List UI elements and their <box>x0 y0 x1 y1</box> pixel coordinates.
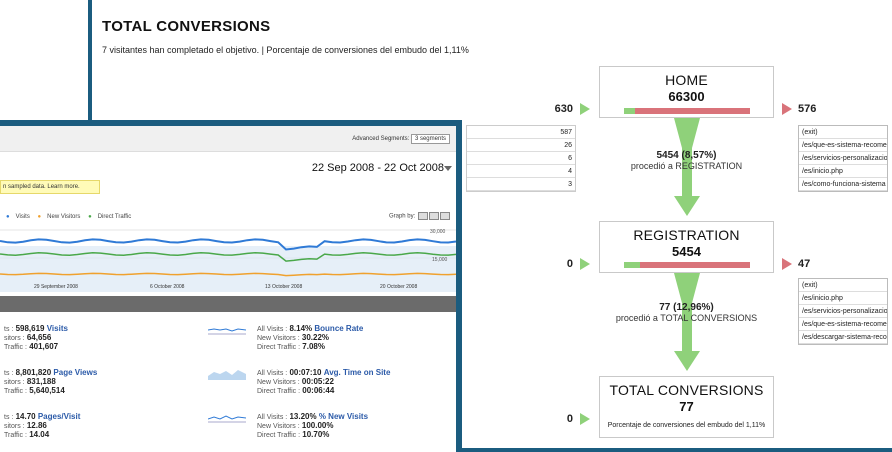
proceeded-text: procedió a REGISTRATION <box>630 161 743 171</box>
entrance-count: 0 <box>566 258 573 270</box>
entrance-arrow-icon <box>580 103 590 115</box>
toolbar: Advanced Segments: 3 segments <box>0 126 456 152</box>
exit-row[interactable]: /es/servicios-personalizacion <box>799 305 887 318</box>
metric-pages-visit: ts : 14.70 Pages/Visit sitors : 12.86 Tr… <box>4 412 81 439</box>
metric-page-views: ts : 8,801,820 Page Views sitors : 831,1… <box>4 368 98 395</box>
analytics-panel: Advanced Segments: 3 segments 22 Sep 200… <box>0 120 462 452</box>
metric-link[interactable]: Pages/Visit <box>37 412 81 421</box>
graph-by-month-button[interactable] <box>440 212 450 220</box>
table-row[interactable]: 26 <box>467 139 575 152</box>
x-tick-label: 20 October 2008 <box>380 284 417 290</box>
entrance-count: 630 <box>554 103 573 115</box>
stage-home[interactable]: HOME 66300 <box>599 66 774 118</box>
sparkline-icon <box>208 415 246 423</box>
y-tick-label: 30,000 <box>430 229 446 235</box>
exit-pages-table: (exit) /es/que-es-sistema-recomendacion … <box>798 125 888 192</box>
table-row[interactable]: 587 <box>467 126 575 139</box>
entrance-sources-table: 587 26 6 4 3 <box>466 125 576 192</box>
legend-marker-icon: ● <box>6 214 10 220</box>
metric-link[interactable]: Avg. Time on Site <box>323 368 391 377</box>
entrance-arrow-icon <box>580 258 590 270</box>
stage-name: TOTAL CONVERSIONS <box>609 382 764 398</box>
graph-by-day-button[interactable] <box>418 212 428 220</box>
exit-row[interactable]: /es/descargar-sistema-recomendacion <box>799 331 887 344</box>
exit-row[interactable]: (exit) <box>799 279 887 292</box>
stage-value: 5454 <box>672 244 701 259</box>
table-row[interactable]: 4 <box>467 165 575 178</box>
legend-item[interactable]: Direct Traffic <box>97 214 132 220</box>
date-range[interactable]: 22 Sep 2008 - 22 Oct 2008 <box>311 162 444 174</box>
x-tick-label: 13 October 2008 <box>265 284 302 290</box>
exit-row[interactable]: /es/como-funciona-sistema <box>799 178 887 191</box>
graph-by-label: Graph by: <box>388 213 416 220</box>
proceeded-value: 5454 (8,57%) <box>656 150 717 161</box>
segments-select[interactable]: 3 segments <box>410 134 450 144</box>
exit-row[interactable]: /es/inicio.php <box>799 292 887 305</box>
y-tick-label: 15,000 <box>432 257 448 263</box>
exit-count: 576 <box>798 103 817 115</box>
entrance-arrow-icon <box>580 413 590 425</box>
legend-marker-icon: ● <box>88 214 92 220</box>
graph-by: Graph by: <box>389 212 450 220</box>
advanced-segments[interactable]: Advanced Segments: 3 segments <box>352 134 450 144</box>
stage-value: 66300 <box>668 89 705 104</box>
sparkline-icon <box>208 328 246 335</box>
exit-row[interactable]: /es/servicios-personalizacion <box>799 152 887 165</box>
proceeded-2: 77 (12,96%) procedió a TOTAL CONVERSIONS <box>599 302 774 323</box>
flow-down-arrow-icon <box>674 118 700 216</box>
stage-value: 77 <box>679 399 694 414</box>
stage-bar <box>624 262 750 268</box>
advanced-segments-label: Advanced Segments: <box>352 136 410 142</box>
metric-link[interactable]: Bounce Rate <box>314 324 364 333</box>
exit-arrow-icon <box>782 103 792 115</box>
new-visitors-series-line <box>0 272 456 277</box>
metric-link[interactable]: % New Visits <box>318 412 369 421</box>
graph-by-week-button[interactable] <box>429 212 439 220</box>
entrance-count: 0 <box>566 413 573 425</box>
proceeded-value: 77 (12,96%) <box>659 302 714 313</box>
funnel-title: TOTAL CONVERSIONS <box>102 18 271 35</box>
direct-traffic-series-line <box>0 252 456 262</box>
visits-line-chart[interactable]: 30,000 15,000 29 September 2008 6 Octobe… <box>0 222 456 292</box>
x-tick-label: 6 October 2008 <box>150 284 185 290</box>
exit-arrow-icon <box>782 258 792 270</box>
exit-count: 47 <box>798 258 811 270</box>
proceeded-1: 5454 (8,57%) procedió a REGISTRATION <box>599 150 774 171</box>
flow-down-arrow-icon <box>674 273 700 371</box>
sparkline-icon <box>208 370 246 380</box>
legend-item[interactable]: New Visitors <box>47 214 81 220</box>
metric-visits: ts : 598,619 Visits sitors : 64,656 Traf… <box>4 324 68 351</box>
chevron-down-icon[interactable] <box>444 166 452 171</box>
table-row[interactable]: 3 <box>467 178 575 191</box>
visits-series-line <box>0 238 456 251</box>
table-row[interactable]: 6 <box>467 152 575 165</box>
exit-row[interactable]: /es/que-es-sistema-recomendacion <box>799 318 887 331</box>
stage-name: HOME <box>665 72 708 88</box>
legend-marker-icon: ● <box>37 214 42 220</box>
stage-total-conversions[interactable]: TOTAL CONVERSIONS 77 Porcentaje de conve… <box>599 376 774 438</box>
x-tick-label: 29 September 2008 <box>34 284 78 290</box>
metric-link[interactable]: Visits <box>46 324 68 333</box>
stage-note: Porcentaje de conversiones del embudo de… <box>607 422 766 429</box>
stage-name: REGISTRATION <box>633 227 740 243</box>
metric-link[interactable]: Page Views <box>53 368 98 377</box>
stage-registration[interactable]: REGISTRATION 5454 <box>599 221 774 273</box>
metric-bounce-rate: All Visits : 8.14% Bounce Rate New Visit… <box>257 324 364 351</box>
legend-item[interactable]: Visits <box>15 214 30 220</box>
exit-row[interactable]: (exit) <box>799 126 887 139</box>
stage-bar <box>624 108 750 114</box>
exit-pages-table: (exit) /es/inicio.php /es/servicios-pers… <box>798 278 888 345</box>
metric-avg-time-on-site: All Visits : 00:07:10 Avg. Time on Site … <box>257 368 391 395</box>
proceeded-text: procedió a TOTAL CONVERSIONS <box>615 313 758 323</box>
visits-area <box>0 246 456 292</box>
section-divider <box>0 296 456 312</box>
chart-legend: ● Visits ● New Visitors ● Direct Traffic <box>6 214 137 220</box>
funnel-subtitle: 7 visitantes han completado el objetivo.… <box>102 45 469 55</box>
metric-new-visits: All Visits : 13.20% % New Visits New Vis… <box>257 412 369 439</box>
exit-row[interactable]: /es/que-es-sistema-recomendacion <box>799 139 887 152</box>
exit-row[interactable]: /es/inicio.php <box>799 165 887 178</box>
sampled-notice[interactable]: n sampled data. Learn more. <box>0 180 100 194</box>
